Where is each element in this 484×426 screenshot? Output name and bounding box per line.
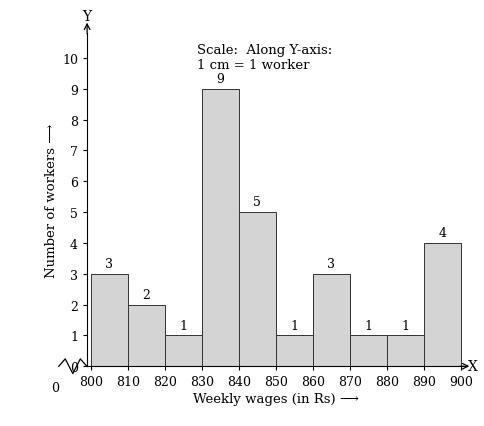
Bar [424,243,461,366]
Y-axis label: Number of workers ⟶: Number of workers ⟶ [45,123,58,277]
Text: 3: 3 [106,257,113,271]
Bar [202,89,239,366]
Bar [276,336,313,366]
Text: 4: 4 [439,227,446,239]
Bar [165,336,202,366]
Bar [387,336,424,366]
Bar [128,305,165,366]
Text: 2: 2 [142,288,150,301]
Text: 1: 1 [290,319,298,332]
Text: Scale:  Along Y-axis:
1 cm = 1 worker: Scale: Along Y-axis: 1 cm = 1 worker [197,44,332,72]
X-axis label: Weekly wages (in Rs) ⟶: Weekly wages (in Rs) ⟶ [193,392,359,406]
Bar [91,274,128,366]
Text: 0: 0 [51,381,59,394]
Text: 3: 3 [327,257,335,271]
Bar [350,336,387,366]
Text: 1: 1 [401,319,409,332]
Bar [239,213,276,366]
Text: 1: 1 [364,319,372,332]
Text: Y: Y [83,10,91,24]
Text: 9: 9 [216,73,224,86]
Text: X: X [469,360,478,373]
Text: 1: 1 [180,319,187,332]
Text: 5: 5 [254,196,261,209]
Bar [313,274,350,366]
